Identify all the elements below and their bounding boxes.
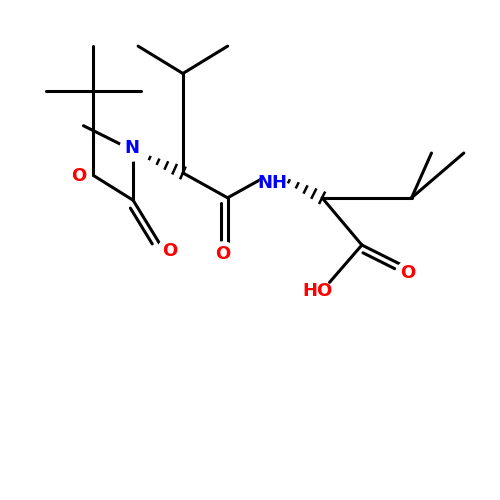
Text: O: O <box>71 168 86 186</box>
Text: NH: NH <box>258 174 288 192</box>
Text: O: O <box>162 242 177 260</box>
Text: HO: HO <box>302 282 332 300</box>
Text: N: N <box>124 138 140 156</box>
Text: O: O <box>215 245 230 263</box>
Text: O: O <box>400 264 415 282</box>
